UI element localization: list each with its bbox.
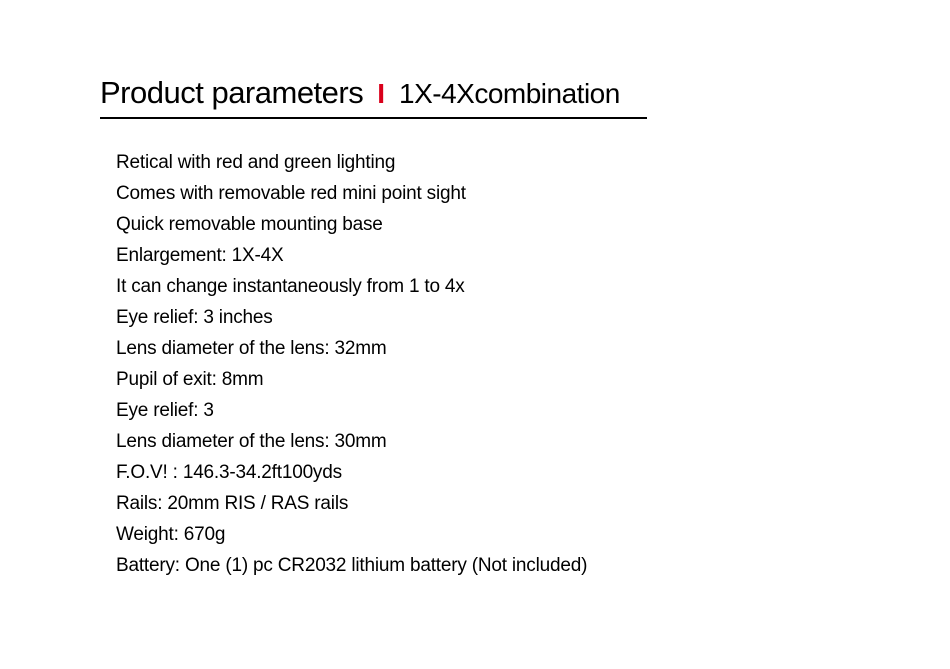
- spec-item: Battery: One (1) pc CR2032 lithium batte…: [116, 550, 850, 581]
- spec-item: Comes with removable red mini point sigh…: [116, 178, 850, 209]
- heading-sub: 1X-4Xcombination: [399, 78, 620, 110]
- spec-item: Lens diameter of the lens: 30mm: [116, 426, 850, 457]
- spec-item: Quick removable mounting base: [116, 209, 850, 240]
- spec-item: Enlargement: 1X-4X: [116, 240, 850, 271]
- spec-item: Eye relief: 3: [116, 395, 850, 426]
- spec-item: F.O.V! : 146.3-34.2ft100yds: [116, 457, 850, 488]
- spec-item: Lens diameter of the lens: 32mm: [116, 333, 850, 364]
- spec-item: Pupil of exit: 8mm: [116, 364, 850, 395]
- spec-item: Rails: 20mm RIS / RAS rails: [116, 488, 850, 519]
- spec-item: Retical with red and green lighting: [116, 147, 850, 178]
- heading-main: Product parameters: [100, 75, 363, 111]
- heading-separator: I: [377, 78, 385, 110]
- heading-block: Product parameters I 1X-4Xcombination: [100, 75, 647, 119]
- spec-item: It can change instantaneously from 1 to …: [116, 271, 850, 302]
- spec-list: Retical with red and green lighting Come…: [100, 147, 850, 581]
- spec-item: Eye relief: 3 inches: [116, 302, 850, 333]
- spec-item: Weight: 670g: [116, 519, 850, 550]
